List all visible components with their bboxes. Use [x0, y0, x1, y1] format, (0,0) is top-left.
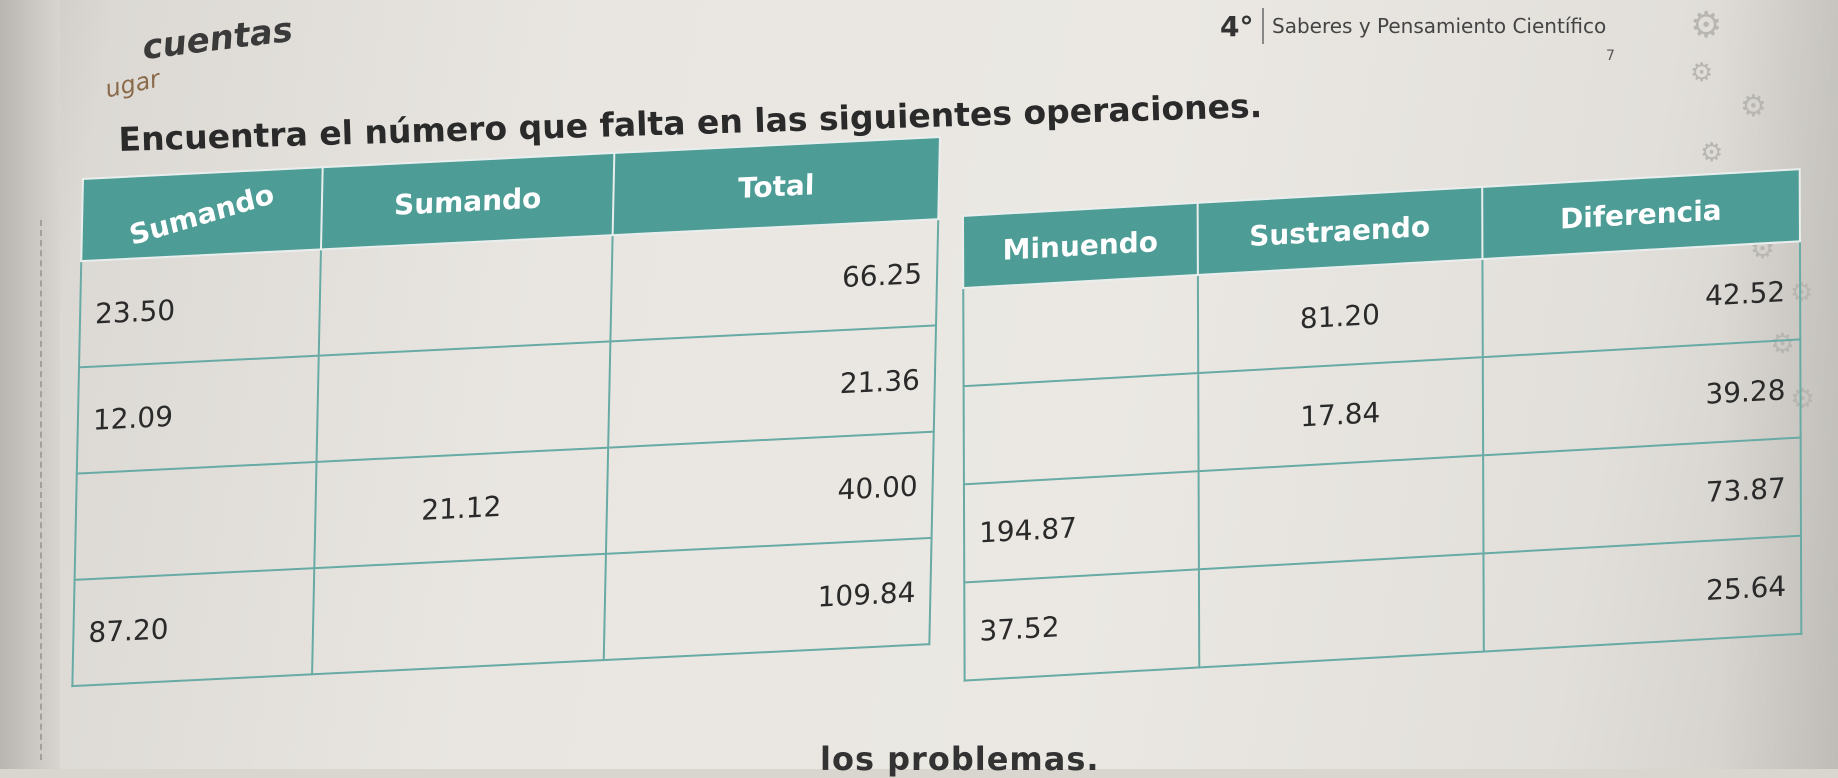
- table-cell: 37.52: [964, 569, 1199, 681]
- table-cell: 17.84: [1197, 357, 1483, 472]
- addition-table: Sumando Sumando Total 23.50 66.25 12.09 …: [71, 136, 941, 687]
- answer-cell[interactable]: [1198, 553, 1484, 668]
- table-cell: 12.09: [76, 355, 319, 474]
- subtraction-table: Minuendo Sustraendo Diferencia 81.20 42.…: [962, 168, 1802, 682]
- gear-icon: ⚙: [1790, 278, 1814, 308]
- gear-icon: ⚙: [1740, 89, 1767, 124]
- table-cell: 21.12: [314, 447, 609, 569]
- table-cell: 21.36: [608, 325, 937, 448]
- book-spine: [0, 0, 60, 769]
- header-divider: [1262, 8, 1264, 44]
- answer-cell[interactable]: [316, 341, 611, 462]
- gear-icon: ⚙: [1690, 58, 1714, 88]
- table-cell: 66.25: [610, 219, 939, 342]
- page-marker: 7: [1606, 48, 1615, 64]
- answer-cell[interactable]: [1198, 455, 1484, 570]
- gear-icon: ⚙: [1790, 382, 1816, 415]
- answer-cell[interactable]: [963, 373, 1199, 485]
- grade-label: 4°: [1220, 10, 1254, 43]
- table-cell: 81.20: [1197, 259, 1483, 374]
- table-cell: 23.50: [79, 249, 322, 368]
- table-cell: 194.87: [963, 471, 1199, 583]
- table-cell: 39.28: [1482, 339, 1801, 456]
- gear-icon: ⚙: [1690, 5, 1723, 46]
- gear-icon: ⚙: [1700, 138, 1724, 168]
- gear-icon: ⚙: [1770, 327, 1796, 360]
- table-cell: 87.20: [72, 568, 315, 687]
- answer-cell[interactable]: [963, 274, 1198, 387]
- previous-page-edge: [0, 220, 42, 760]
- header-cell: Sumando: [321, 152, 615, 250]
- answer-cell[interactable]: [318, 235, 613, 356]
- page-shadow: [1718, 0, 1838, 769]
- subject-label: Saberes y Pensamiento Científico: [1272, 14, 1607, 38]
- table-cell: 40.00: [605, 431, 934, 554]
- answer-cell[interactable]: [312, 553, 606, 675]
- header-cell: Minuendo: [963, 202, 1198, 289]
- table-cell: 42.52: [1481, 241, 1801, 358]
- section-title-prefix: ugar: [102, 64, 163, 104]
- answer-cell[interactable]: [74, 461, 317, 580]
- section-title: cuentas: [140, 9, 295, 68]
- table-cell: 109.84: [603, 537, 932, 661]
- header-cell: Sumando: [81, 167, 323, 262]
- table-cell: 25.64: [1483, 535, 1802, 652]
- table-cell: 73.87: [1482, 437, 1801, 554]
- footer-text: los problemas.: [820, 740, 1100, 778]
- header-cell: Total: [612, 137, 940, 236]
